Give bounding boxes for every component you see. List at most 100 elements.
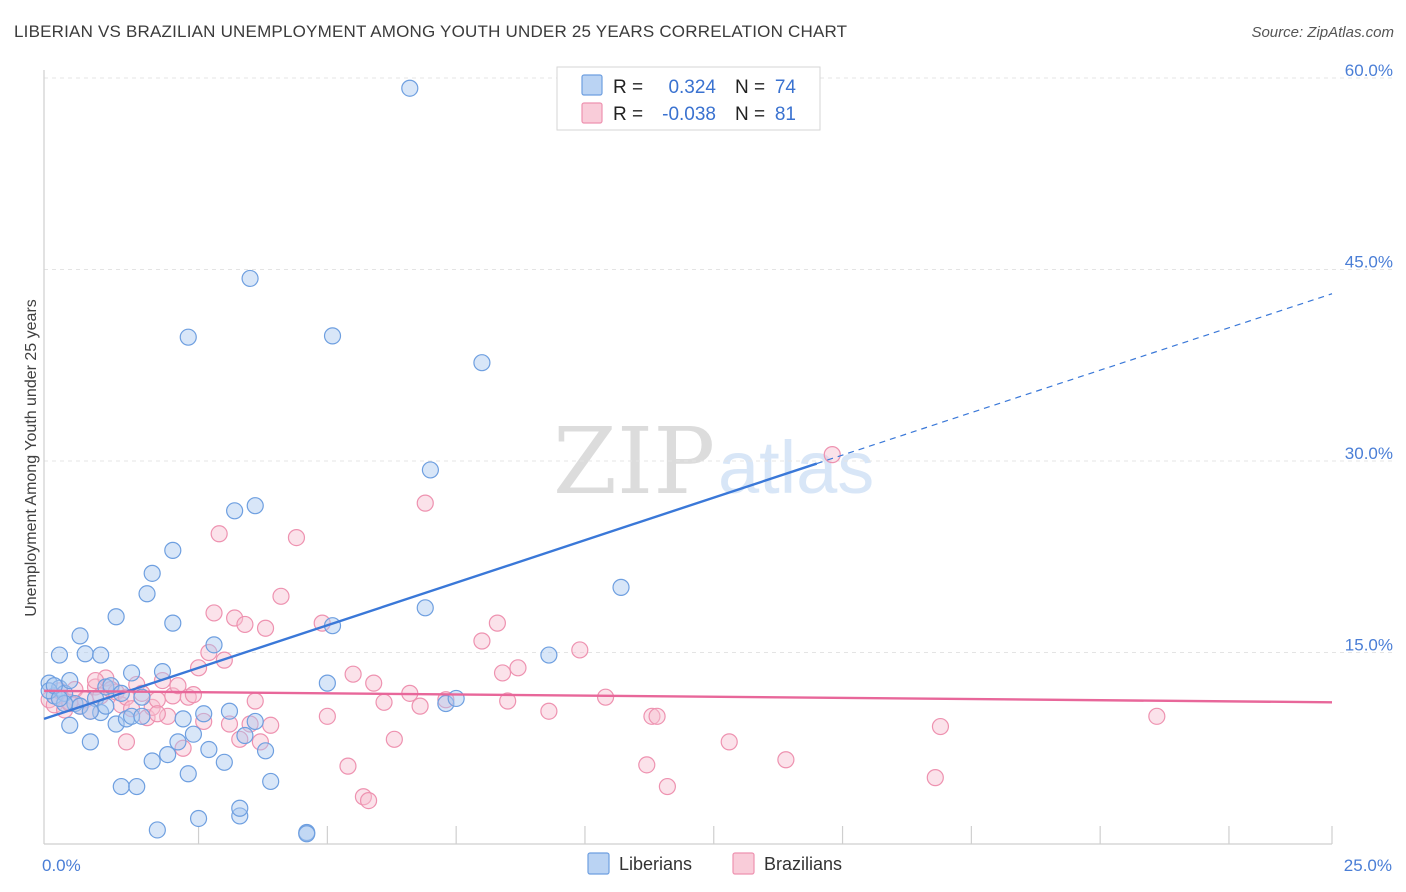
liberians-point (50, 689, 69, 708)
y-tick-label: 15.0% (1345, 636, 1393, 655)
liberians-point (184, 725, 203, 743)
brazilians-point (262, 716, 280, 734)
brazilians-point (571, 641, 589, 659)
liberians-point (148, 821, 166, 839)
liberians-point (540, 646, 558, 664)
brazilians-point (823, 446, 841, 464)
brazilians-point (540, 702, 558, 720)
legend-n-label-liberians: N = (735, 77, 765, 98)
liberians-point (71, 627, 89, 645)
y-tick-label: 45.0% (1345, 253, 1393, 272)
liberians-point (159, 746, 177, 764)
liberians-point (195, 705, 213, 723)
liberians-point (318, 674, 336, 692)
liberians-trendline (43, 462, 818, 721)
brazilians-point (184, 686, 203, 704)
y-tick-label: 30.0% (1345, 444, 1393, 463)
brazilians-trendline (43, 689, 1333, 704)
brazilians-point (643, 707, 661, 725)
liberians-point (138, 585, 156, 603)
correlation-legend: R = 0.324 N = 74 R = -0.038 N = 81 (556, 66, 821, 131)
liberians-point (81, 733, 99, 751)
brazilians-point (648, 707, 666, 725)
brazilians-point (365, 674, 383, 692)
liberians-point (61, 671, 79, 690)
brazilians-point (246, 692, 264, 710)
legend-r-label-liberians: R = (613, 77, 643, 98)
liberians-point (241, 269, 259, 288)
liberians-point (112, 777, 130, 796)
watermark-atlas: atlas (718, 426, 874, 509)
liberians-point (262, 772, 280, 791)
brazilians-point (318, 707, 336, 725)
liberians-point (220, 702, 239, 720)
watermark-zip: ZIP (553, 408, 715, 515)
liberians-point (107, 715, 125, 733)
liberians-point (236, 726, 254, 745)
liberians-point (323, 327, 342, 345)
liberians-point (205, 636, 223, 654)
x-tick-label-max: 25.0% (1344, 856, 1392, 875)
y-axis-label: Unemployment Among Youth under 25 years (23, 299, 40, 617)
y-tick-labels: 15.0% 30.0% 45.0% 60.0% (1345, 61, 1393, 655)
brazilians-point (720, 733, 738, 751)
liberians-point (169, 733, 187, 751)
brazilians-point (375, 693, 393, 711)
trendlines (43, 293, 1333, 721)
liberians-point (226, 502, 244, 520)
liberians-point (612, 578, 630, 596)
x-axis-ticks (197, 826, 1333, 844)
brazilians-point (205, 604, 223, 622)
brazilians-point (210, 525, 228, 543)
brazilians-point (236, 615, 254, 634)
brazilians-points (40, 446, 1166, 810)
bottom-legend-label-liberians: Liberians (619, 854, 692, 874)
legend-swatch-brazilians (581, 102, 603, 124)
brazilians-point (220, 715, 239, 733)
legend-n-label-brazilians: N = (735, 104, 765, 125)
brazilians-point (596, 688, 615, 706)
liberians-point (246, 497, 264, 515)
liberians-trendline-extension (816, 293, 1333, 465)
brazilians-point (287, 528, 306, 547)
legend-r-label-brazilians: R = (613, 104, 643, 125)
liberians-point (200, 740, 218, 759)
brazilians-point (411, 697, 429, 715)
liberians-point (50, 646, 69, 664)
source-label: Source: ZipAtlas.com (1251, 24, 1394, 41)
liberians-point (143, 752, 161, 770)
liberians-point (174, 710, 192, 728)
brazilians-point (416, 494, 434, 512)
brazilians-point (169, 677, 187, 695)
bottom-legend-label-brazilians: Brazilians (764, 854, 842, 874)
liberians-point (421, 461, 439, 479)
legend-r-value-brazilians: -0.038 (662, 104, 716, 125)
liberians-point (122, 664, 141, 682)
liberians-point (92, 646, 110, 664)
liberians-point (179, 328, 197, 346)
y-tick-label: 60.0% (1345, 61, 1393, 80)
brazilians-point (658, 777, 676, 796)
legend-r-value-liberians: 0.324 (668, 77, 716, 98)
liberians-point (128, 777, 146, 796)
liberians-point (416, 599, 434, 617)
legend-n-value-liberians: 74 (775, 77, 797, 98)
brazilians-point (1148, 707, 1166, 725)
brazilians-point (493, 664, 512, 682)
liberians-point (231, 799, 249, 817)
brazilians-point (488, 614, 506, 632)
liberians-point (107, 608, 125, 626)
brazilians-point (148, 705, 166, 723)
brazilians-point (509, 659, 527, 677)
x-tick-label-min: 0.0% (42, 856, 81, 875)
brazilians-point (117, 733, 136, 751)
liberians-point (164, 614, 182, 632)
liberians-point (133, 707, 151, 725)
liberians-points (40, 79, 630, 843)
liberians-point (401, 79, 419, 97)
brazilians-point (473, 632, 491, 650)
brazilians-point (256, 619, 275, 637)
brazilians-point (638, 756, 656, 774)
legend-swatch-liberians (581, 74, 603, 96)
series-legend: Liberians Brazilians (587, 852, 842, 875)
